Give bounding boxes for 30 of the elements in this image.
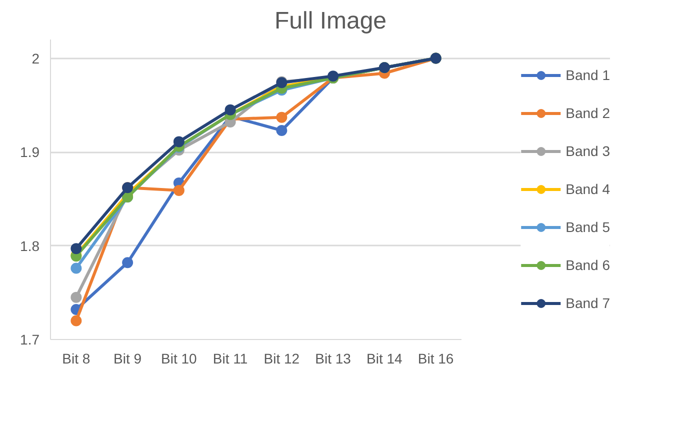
legend-label: Band 1: [566, 67, 610, 83]
legend-label: Band 4: [566, 181, 610, 197]
point: [276, 124, 288, 136]
point: [122, 257, 134, 268]
x-tick-label: Bit 14: [366, 350, 403, 366]
x-tick-label: Bit 12: [264, 350, 300, 366]
y-tick-label: 2: [32, 50, 40, 66]
chart-title: Full Image: [274, 8, 387, 34]
y-tick-label: 1.8: [20, 238, 40, 254]
point: [70, 262, 82, 274]
x-tick-label: Bit 8: [62, 350, 90, 366]
x-tick-label: Bit 9: [114, 350, 142, 366]
y-tick-label: 1.9: [20, 144, 40, 160]
point: [173, 136, 184, 148]
x-tick-label: Bit 10: [161, 350, 198, 366]
point: [224, 104, 236, 116]
legend-label: Band 2: [566, 105, 610, 121]
legend-label: Band 3: [566, 143, 610, 159]
legend-label: Band 6: [566, 257, 610, 273]
x-tick-label: Bit 11: [212, 350, 248, 366]
point: [276, 112, 288, 123]
point: [70, 243, 82, 254]
legend-label: Band 5: [566, 219, 610, 235]
x-tick-label: Bit 16: [418, 350, 454, 366]
x-tick-label: Bit 13: [315, 350, 352, 366]
legend-label: Band 7: [566, 295, 610, 311]
point: [173, 184, 184, 196]
point: [70, 315, 82, 326]
y-tick-label: 1.7: [20, 332, 40, 348]
point: [70, 292, 82, 303]
